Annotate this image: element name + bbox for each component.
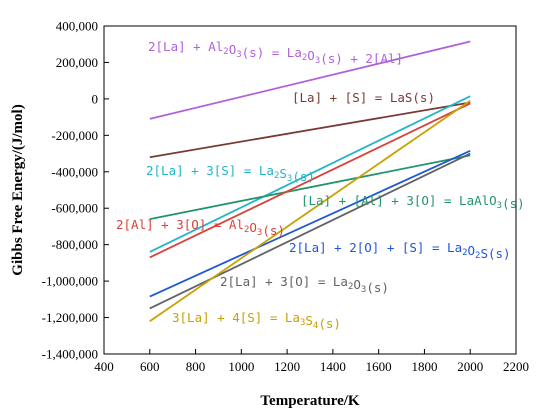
y-tick-label: 400,000 xyxy=(56,19,98,34)
series-labels: 2[La] + Al2O3(s) = La2O3(s) + 2[Al] [La] … xyxy=(116,39,525,331)
y-tick-label: -400,000 xyxy=(51,164,98,179)
series-lines xyxy=(149,40,471,322)
series-line-6 xyxy=(149,152,471,310)
x-tick-label: 1400 xyxy=(320,359,346,374)
y-tick-label: 0 xyxy=(92,91,99,106)
series-label-1: [La] + [S] = LaS(s) xyxy=(292,90,435,105)
series-label-7: 3[La] + 4[S] = La3S4(s) xyxy=(172,310,341,331)
series-label-4: 2[Al] + 3[O] = Al2O3(s) xyxy=(116,217,285,238)
x-tick-label: 1800 xyxy=(411,359,437,374)
y-tick-label: 200,000 xyxy=(56,55,98,70)
series-line-7 xyxy=(149,99,471,322)
y-axis-title: Gibbs Free Energy/(J/mol) xyxy=(10,104,26,275)
series-label-3: [La] + [Al] + 3[O] = LaAlO3(s) xyxy=(301,193,525,211)
x-axis-title: Temperature/K xyxy=(260,393,359,409)
x-tick-label: 600 xyxy=(140,359,160,374)
x-tick-label: 2200 xyxy=(503,359,529,374)
series-line-3 xyxy=(149,154,471,221)
y-tick-label: -600,000 xyxy=(51,201,98,216)
y-ticks: 400,000 200,000 0 -200,000 -400,000 -600,000 -… xyxy=(42,19,109,362)
series-label-0: 2[La] + Al2O3(s) = La2O3(s) + 2[Al] xyxy=(148,39,403,66)
series-line-4 xyxy=(149,102,471,259)
x-ticks: 400 600 800 1000 1200 1400 1600 1800 2000 2200 xyxy=(94,349,529,374)
x-tick-label: 400 xyxy=(94,359,114,374)
x-tick-label: 1200 xyxy=(274,359,300,374)
series-label-6: 2[La] + 3[O] = La2O3(s) xyxy=(220,274,389,295)
series-line-2 xyxy=(149,95,471,253)
y-tick-label: -800,000 xyxy=(51,237,98,252)
series-line-5 xyxy=(149,150,471,298)
y-tick-label: -200,000 xyxy=(51,128,98,143)
x-tick-label: 1000 xyxy=(228,359,254,374)
x-tick-label: 2000 xyxy=(457,359,483,374)
y-tick-label: -1,200,000 xyxy=(42,310,98,325)
series-label-2: 2[La] + 3[S] = La2S3(s) xyxy=(146,163,315,184)
y-tick-label: -1,000,000 xyxy=(42,274,98,289)
plot-area xyxy=(103,25,517,355)
y-tick-label: -1,400,000 xyxy=(42,347,98,362)
x-tick-label: 1600 xyxy=(366,359,392,374)
series-line-0 xyxy=(149,40,471,120)
x-tick-label: 800 xyxy=(186,359,206,374)
series-label-5: 2[La] + 2[O] + [S] = La2O2S(s) xyxy=(289,240,511,261)
series-line-1 xyxy=(149,101,471,159)
